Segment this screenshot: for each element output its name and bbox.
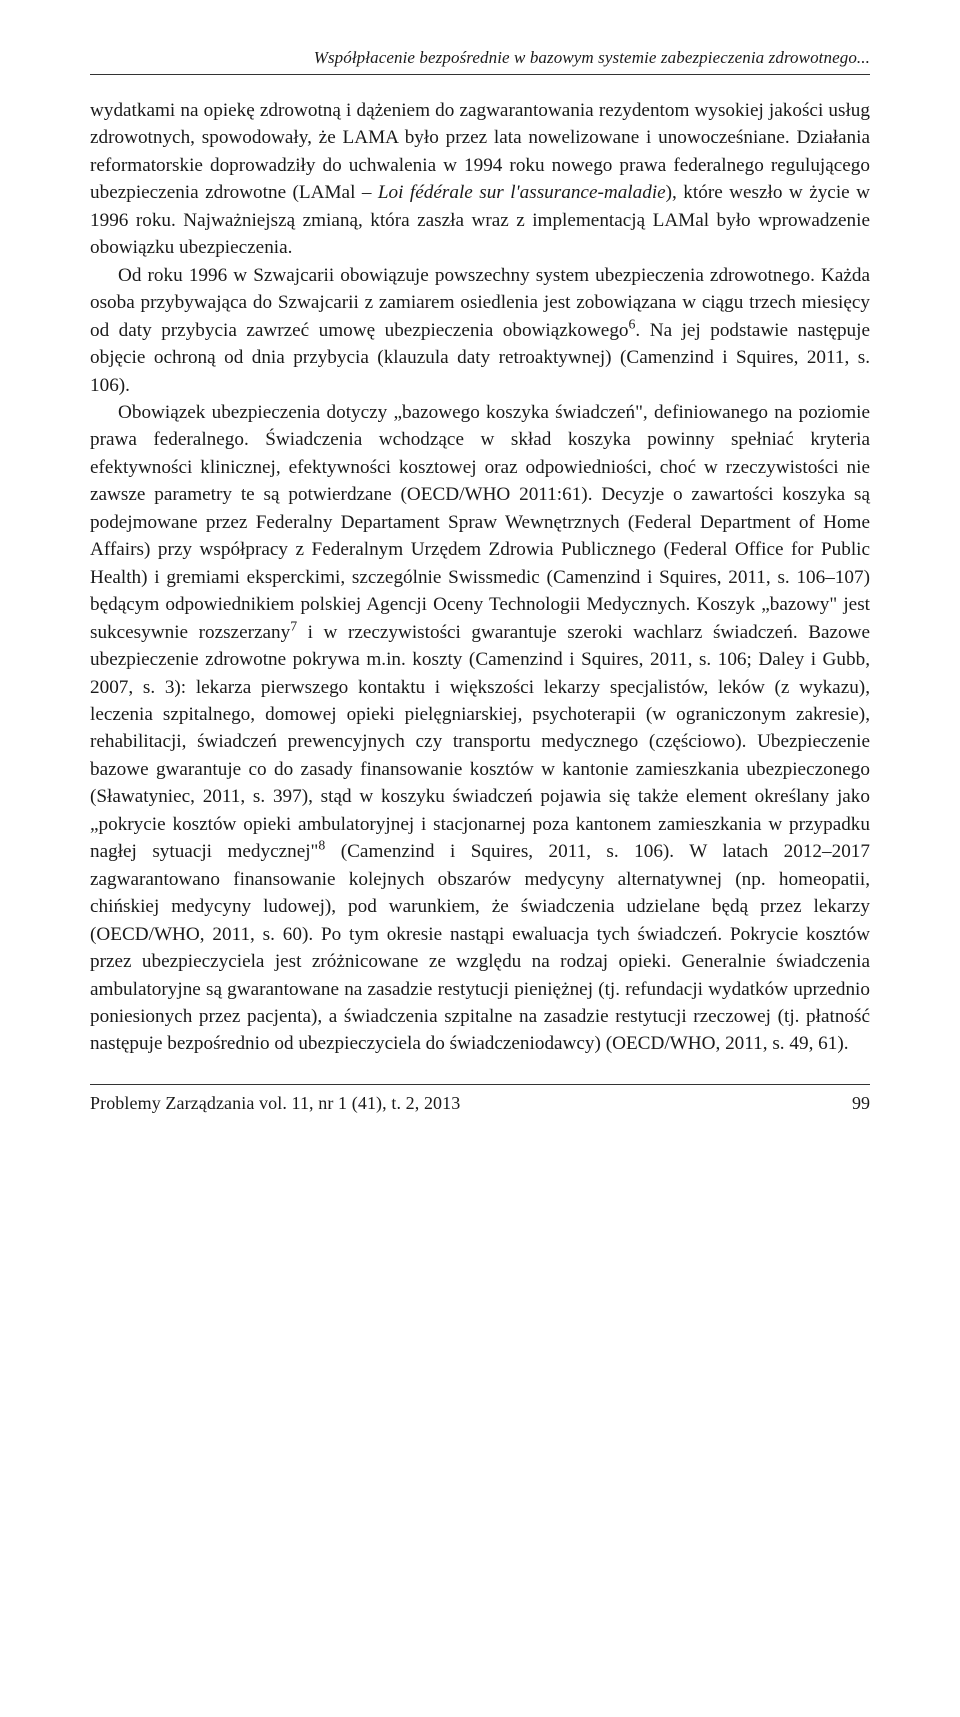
paragraph: Od roku 1996 w Szwajcarii obowiązuje pow… — [90, 262, 870, 399]
page-number: 99 — [852, 1093, 870, 1114]
running-head: Współpłacenie bezpośrednie w bazowym sys… — [90, 48, 870, 68]
footer-journal-info: Problemy Zarządzania vol. 11, nr 1 (41),… — [90, 1093, 460, 1114]
paragraph: wydatkami na opiekę zdrowotną i dążeniem… — [90, 97, 870, 262]
page: Współpłacenie bezpośrednie w bazowym sys… — [0, 0, 960, 1717]
top-rule — [90, 74, 870, 75]
footer: Problemy Zarządzania vol. 11, nr 1 (41),… — [90, 1093, 870, 1114]
paragraph: Obowiązek ubezpieczenia dotyczy „bazoweg… — [90, 399, 870, 1058]
footer-rule — [90, 1084, 870, 1085]
body-text: wydatkami na opiekę zdrowotną i dążeniem… — [90, 97, 870, 1058]
